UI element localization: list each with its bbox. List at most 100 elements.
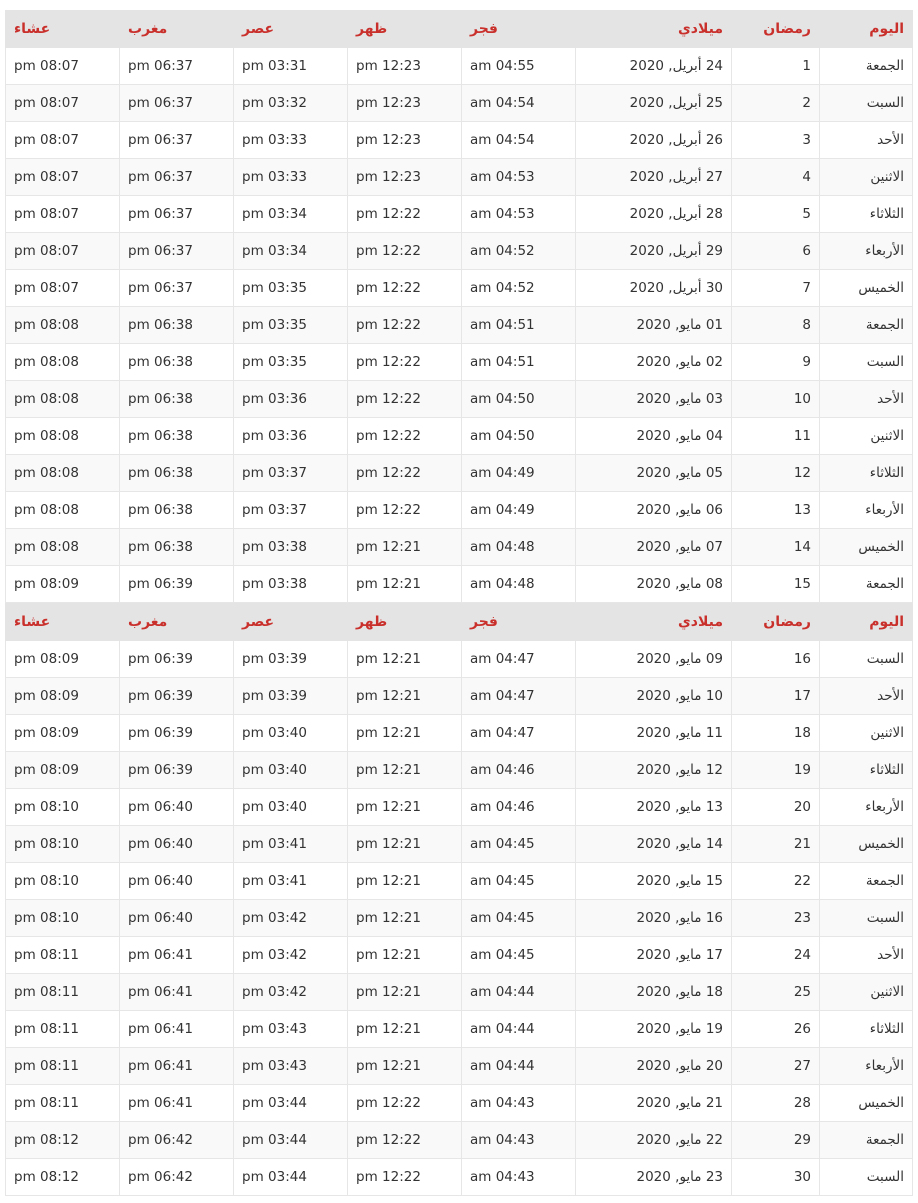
cell-isha: pm 08:11 (5, 1047, 120, 1085)
cell-text: pm 12:23 (356, 95, 421, 111)
cell-dhuhr: pm 12:21 (347, 528, 462, 566)
column-header-isha: عشاء (5, 602, 120, 641)
table-row: السبت 30 23 مايو, 2020 am 04:43 pm 12:22 pm 0… (5, 1158, 913, 1196)
cell-isha: pm 08:11 (5, 1010, 120, 1048)
cell-text: am 04:43 (470, 1169, 535, 1185)
cell-isha: pm 08:10 (5, 899, 120, 937)
cell-day: السبت (819, 343, 913, 381)
cell-dhuhr: pm 12:22 (347, 1121, 462, 1159)
cell-fajr: am 04:47 (461, 714, 576, 752)
cell-text: am 04:51 (470, 317, 535, 333)
cell-text: am 04:44 (470, 984, 535, 1000)
cell-fajr: am 04:43 (461, 1121, 576, 1159)
cell-text: pm 08:08 (14, 354, 79, 370)
cell-day: السبت (819, 1158, 913, 1196)
cell-text: 18 (793, 725, 811, 741)
cell-text: 04 مايو, 2020 (636, 428, 724, 444)
cell-n: 23 (731, 899, 820, 937)
cell-n: 16 (731, 640, 820, 678)
cell-maghrib: pm 06:41 (119, 1010, 234, 1048)
cell-text: 6 (802, 243, 811, 259)
column-header-ramadan: رمضان (731, 602, 820, 641)
cell-fajr: am 04:44 (461, 1010, 576, 1048)
cell-isha: pm 08:08 (5, 306, 120, 344)
cell-asr: pm 03:38 (233, 565, 348, 603)
cell-text: pm 12:21 (356, 1021, 421, 1037)
cell-text: pm 12:21 (356, 762, 421, 778)
cell-dhuhr: pm 12:22 (347, 1084, 462, 1122)
cell-date: 19 مايو, 2020 (575, 1010, 732, 1048)
cell-text: pm 12:22 (356, 1169, 421, 1185)
cell-text: الخميس (858, 836, 904, 852)
cell-date: 14 مايو, 2020 (575, 825, 732, 863)
cell-n: 2 (731, 84, 820, 122)
cell-text: am 04:43 (470, 1132, 535, 1148)
cell-text: 10 (793, 391, 811, 407)
cell-isha: pm 08:12 (5, 1121, 120, 1159)
cell-text: 3 (802, 132, 811, 148)
cell-text: الأحد (877, 947, 904, 963)
cell-asr: pm 03:35 (233, 269, 348, 307)
cell-text: 19 مايو, 2020 (636, 1021, 724, 1037)
cell-text: 8 (802, 317, 811, 333)
cell-text: am 04:44 (470, 1058, 535, 1074)
cell-maghrib: pm 06:42 (119, 1158, 234, 1196)
cell-fajr: am 04:50 (461, 380, 576, 418)
cell-text: pm 06:38 (128, 428, 193, 444)
cell-asr: pm 03:44 (233, 1121, 348, 1159)
cell-text: am 04:50 (470, 391, 535, 407)
cell-day: الثلاثاء (819, 751, 913, 789)
cell-text: pm 03:35 (242, 317, 307, 333)
cell-text: am 04:47 (470, 688, 535, 704)
cell-text: 20 مايو, 2020 (636, 1058, 724, 1074)
cell-day: الخميس (819, 825, 913, 863)
cell-day: الأحد (819, 121, 913, 159)
cell-text: 28 أبريل, 2020 (629, 206, 723, 222)
cell-text: 17 (793, 688, 811, 704)
cell-dhuhr: pm 12:22 (347, 306, 462, 344)
cell-asr: pm 03:42 (233, 899, 348, 937)
cell-text: pm 12:22 (356, 465, 421, 481)
cell-n: 20 (731, 788, 820, 826)
cell-asr: pm 03:43 (233, 1047, 348, 1085)
cell-text: am 04:50 (470, 428, 535, 444)
cell-text: pm 08:07 (14, 132, 79, 148)
cell-maghrib: pm 06:37 (119, 84, 234, 122)
cell-text: pm 08:07 (14, 95, 79, 111)
cell-text: 06 مايو, 2020 (636, 502, 724, 518)
cell-text: pm 12:22 (356, 243, 421, 259)
cell-text: am 04:53 (470, 206, 535, 222)
cell-n: 10 (731, 380, 820, 418)
cell-text: pm 06:40 (128, 799, 193, 815)
column-header-gregorian: ميلادي (575, 10, 732, 48)
cell-text: 4 (802, 169, 811, 185)
cell-fajr: am 04:53 (461, 158, 576, 196)
cell-day: السبت (819, 84, 913, 122)
cell-text: pm 12:21 (356, 799, 421, 815)
cell-maghrib: pm 06:38 (119, 306, 234, 344)
cell-isha: pm 08:09 (5, 714, 120, 752)
cell-date: 18 مايو, 2020 (575, 973, 732, 1011)
cell-text: الاثنين (870, 725, 904, 741)
cell-date: 17 مايو, 2020 (575, 936, 732, 974)
cell-text: am 04:47 (470, 725, 535, 741)
cell-text: 1 (802, 58, 811, 74)
cell-day: الاثنين (819, 417, 913, 455)
cell-date: 30 أبريل, 2020 (575, 269, 732, 307)
cell-dhuhr: pm 12:21 (347, 862, 462, 900)
cell-text: pm 08:09 (14, 688, 79, 704)
cell-asr: pm 03:36 (233, 417, 348, 455)
cell-text: 23 (793, 910, 811, 926)
cell-fajr: am 04:45 (461, 936, 576, 974)
cell-day: السبت (819, 640, 913, 678)
cell-maghrib: pm 06:39 (119, 751, 234, 789)
cell-isha: pm 08:10 (5, 788, 120, 826)
cell-text: pm 06:38 (128, 539, 193, 555)
cell-isha: pm 08:08 (5, 528, 120, 566)
cell-n: 8 (731, 306, 820, 344)
cell-fajr: am 04:55 (461, 47, 576, 85)
cell-dhuhr: pm 12:21 (347, 677, 462, 715)
cell-text: 18 مايو, 2020 (636, 984, 724, 1000)
cell-text: 03 مايو, 2020 (636, 391, 724, 407)
cell-day: الخميس (819, 1084, 913, 1122)
